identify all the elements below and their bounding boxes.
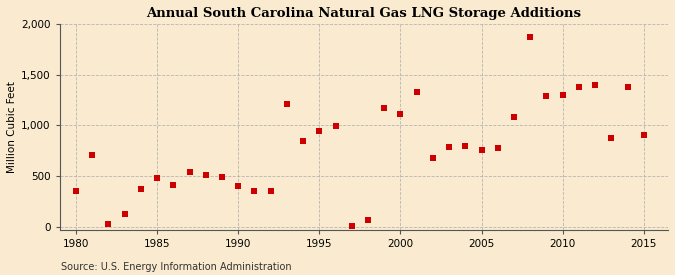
Point — [443, 144, 454, 149]
Point — [379, 106, 389, 110]
Point — [524, 35, 535, 39]
Point — [411, 90, 422, 94]
Point — [492, 145, 503, 150]
Point — [476, 147, 487, 152]
Point — [395, 112, 406, 116]
Point — [606, 136, 617, 141]
Y-axis label: Million Cubic Feet: Million Cubic Feet — [7, 81, 17, 173]
Point — [639, 133, 649, 138]
Point — [541, 94, 551, 98]
Title: Annual South Carolina Natural Gas LNG Storage Additions: Annual South Carolina Natural Gas LNG St… — [146, 7, 581, 20]
Point — [184, 170, 195, 174]
Point — [622, 85, 633, 89]
Point — [460, 143, 470, 148]
Point — [314, 129, 325, 134]
Point — [298, 138, 308, 143]
Point — [574, 85, 585, 89]
Text: Source: U.S. Energy Information Administration: Source: U.S. Energy Information Administ… — [61, 262, 292, 272]
Point — [200, 173, 211, 177]
Point — [119, 211, 130, 216]
Point — [265, 189, 276, 193]
Point — [87, 153, 98, 157]
Point — [136, 187, 146, 191]
Point — [427, 156, 438, 160]
Point — [168, 183, 179, 187]
Point — [558, 93, 568, 97]
Point — [152, 176, 163, 180]
Point — [508, 115, 519, 119]
Point — [103, 221, 114, 226]
Point — [362, 218, 373, 222]
Point — [71, 189, 82, 193]
Point — [346, 224, 357, 228]
Point — [233, 184, 244, 188]
Point — [217, 175, 227, 179]
Point — [590, 82, 601, 87]
Point — [249, 189, 260, 193]
Point — [330, 124, 341, 128]
Point — [281, 102, 292, 106]
